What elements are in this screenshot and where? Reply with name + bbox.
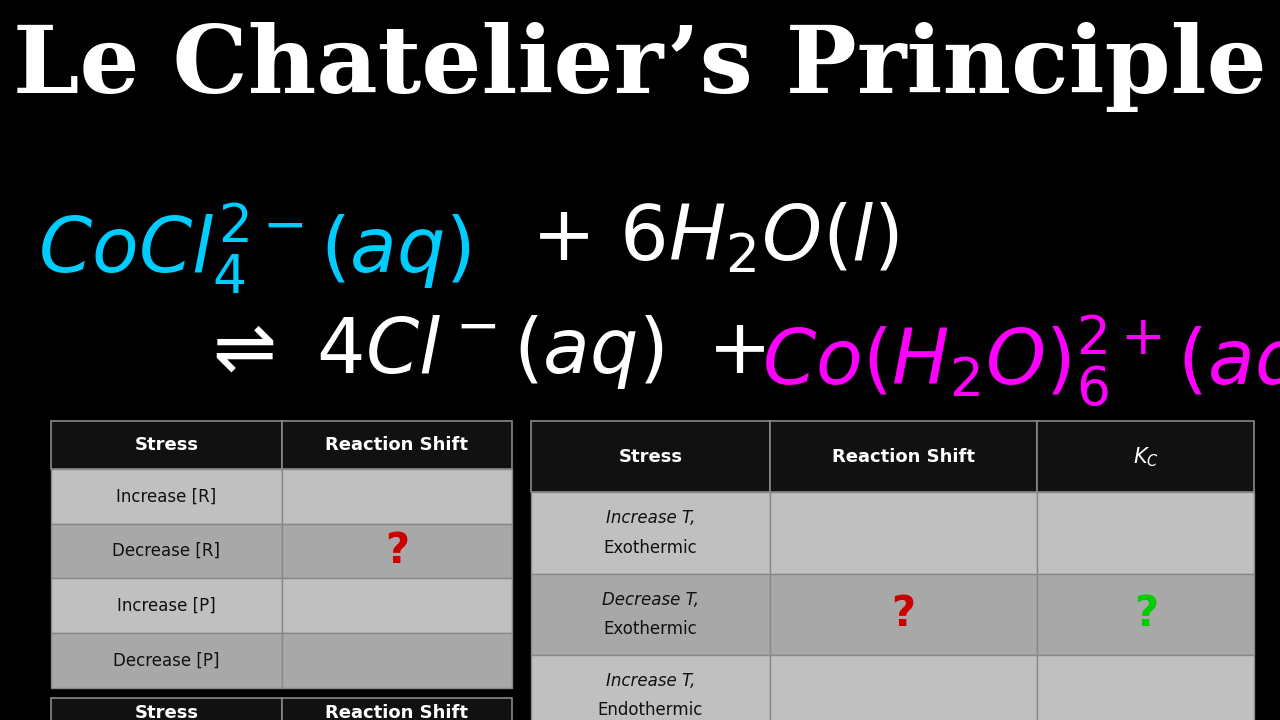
Text: Reaction Shift: Reaction Shift (832, 448, 975, 466)
Text: ?: ? (1134, 593, 1158, 635)
Text: Increase [P]: Increase [P] (116, 597, 216, 615)
Bar (282, 578, 512, 633)
Text: $\mathit{\rightleftharpoons\ 4Cl^-(aq)\ +}$: $\mathit{\rightleftharpoons\ 4Cl^-(aq)\ … (198, 313, 765, 391)
Text: Reaction Shift: Reaction Shift (325, 703, 468, 720)
Text: Exothermic: Exothermic (604, 620, 698, 638)
Text: $\mathit{CoCl_4^{2-}(aq)}$: $\mathit{CoCl_4^{2-}(aq)}$ (38, 202, 471, 296)
Bar (51, 633, 282, 688)
Bar (282, 469, 512, 523)
Text: Stress: Stress (134, 703, 198, 720)
Bar (282, 523, 512, 578)
Text: ?: ? (892, 593, 915, 635)
Bar (282, 633, 512, 688)
Text: $\mathit{Co(H_2O)_6^{2+}(aq)}$: $\mathit{Co(H_2O)_6^{2+}(aq)}$ (762, 313, 1280, 409)
Bar (769, 655, 1038, 720)
Bar (1038, 574, 1254, 655)
Text: Increase T,: Increase T, (605, 510, 695, 528)
Bar (51, 421, 282, 469)
Text: Le Chatelier’s Principle: Le Chatelier’s Principle (13, 22, 1267, 112)
Text: Stress: Stress (134, 436, 198, 454)
Text: ?: ? (385, 530, 408, 572)
Bar (282, 421, 512, 469)
Text: Stress: Stress (618, 448, 682, 466)
Bar (769, 492, 1038, 574)
Bar (51, 523, 282, 578)
Text: Exothermic: Exothermic (604, 539, 698, 557)
Text: $\mathit{K_C}$: $\mathit{K_C}$ (1133, 445, 1158, 469)
Bar (282, 698, 512, 720)
Text: Increase [R]: Increase [R] (116, 487, 216, 505)
Bar (531, 574, 769, 655)
Bar (1038, 492, 1254, 574)
Bar (51, 698, 282, 720)
Bar (51, 578, 282, 633)
Bar (531, 492, 769, 574)
Text: Increase T,: Increase T, (605, 672, 695, 690)
Text: Reaction Shift: Reaction Shift (325, 436, 468, 454)
Bar (769, 421, 1038, 492)
Bar (531, 421, 769, 492)
Text: $\mathit{+\ 6H_2O(l)}$: $\mathit{+\ 6H_2O(l)}$ (531, 202, 899, 276)
Bar (769, 574, 1038, 655)
Text: Decrease [P]: Decrease [P] (113, 652, 220, 670)
Text: Decrease [R]: Decrease [R] (113, 542, 220, 560)
Bar (531, 655, 769, 720)
Text: Decrease T,: Decrease T, (602, 590, 699, 608)
Bar (1038, 655, 1254, 720)
Bar (1038, 421, 1254, 492)
Text: Endothermic: Endothermic (598, 701, 703, 719)
Bar (51, 469, 282, 523)
